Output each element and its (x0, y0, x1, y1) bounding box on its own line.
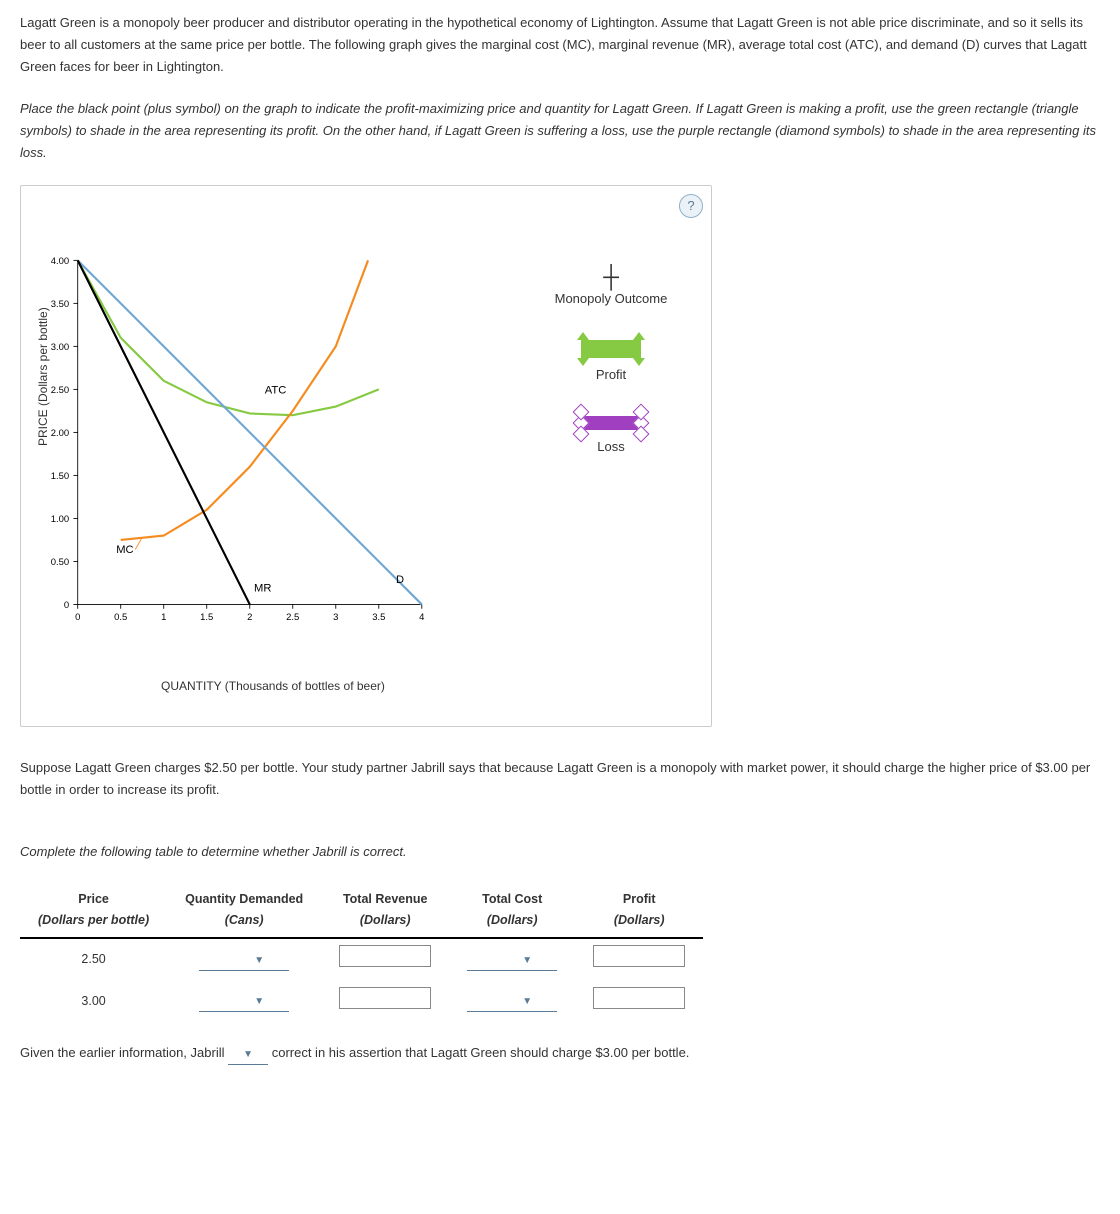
intro-paragraph: Lagatt Green is a monopoly beer producer… (20, 12, 1100, 78)
svg-text:0.50: 0.50 (51, 556, 69, 567)
svg-text:4: 4 (419, 611, 424, 622)
conclusion-pre: Given the earlier information, Jabrill (20, 1045, 228, 1060)
svg-text:MC: MC (116, 543, 133, 555)
table-row: 3.00 ▼ ▼ (20, 981, 703, 1022)
help-button[interactable]: ? (679, 194, 703, 218)
scenario-paragraph: Suppose Lagatt Green charges $2.50 per b… (20, 757, 1100, 801)
table-row: 2.50 ▼ ▼ (20, 938, 703, 980)
price-cell: 2.50 (20, 938, 167, 980)
svg-text:3.00: 3.00 (51, 341, 69, 352)
conclusion-dropdown[interactable]: ▼ (228, 1042, 268, 1065)
svg-text:0: 0 (64, 599, 69, 610)
answer-table: Price(Dollars per bottle)Quantity Demand… (20, 883, 1100, 1022)
legend-profit[interactable]: Profit (531, 340, 691, 386)
svg-text:ATC: ATC (265, 384, 287, 396)
column-header: Total Revenue(Dollars) (321, 883, 449, 939)
legend-label: Loss (531, 436, 691, 458)
conclusion-post: correct in his assertion that Lagatt Gre… (272, 1045, 690, 1060)
legend-label: Profit (531, 364, 691, 386)
total-revenue-input[interactable] (339, 945, 431, 967)
column-header: Profit(Dollars) (575, 883, 703, 939)
svg-text:3.50: 3.50 (51, 298, 69, 309)
svg-text:1.00: 1.00 (51, 513, 69, 524)
price-cell: 3.00 (20, 981, 167, 1022)
svg-text:2.00: 2.00 (51, 427, 69, 438)
svg-text:1.5: 1.5 (200, 611, 213, 622)
svg-text:3.5: 3.5 (372, 611, 385, 622)
column-header: Quantity Demanded(Cans) (167, 883, 321, 939)
profit-input[interactable] (593, 945, 685, 967)
chart-area[interactable]: 0 0.5 1 1.5 2 2.5 3 3.5 4 0 0.50 1.00 1.50 2.00 2.50 3.… (39, 241, 439, 641)
total-revenue-input[interactable] (339, 987, 431, 1009)
total-cost-dropdown[interactable]: ▼ (467, 949, 557, 971)
profit-input[interactable] (593, 987, 685, 1009)
svg-text:1.50: 1.50 (51, 470, 69, 481)
svg-text:2: 2 (247, 611, 252, 622)
svg-text:D: D (396, 573, 404, 585)
profit-swatch (581, 340, 641, 358)
quantity-dropdown[interactable]: ▼ (199, 990, 289, 1012)
legend-loss[interactable]: Loss (531, 416, 691, 458)
graph-panel: ? PRICE (Dollars per bottle) QUANTITY (T… (20, 185, 712, 727)
svg-text:2.5: 2.5 (286, 611, 299, 622)
svg-text:0: 0 (75, 611, 80, 622)
x-axis-title: QUANTITY (Thousands of bottles of beer) (161, 676, 385, 696)
legend: ┼ Monopoly Outcome Profit Loss (531, 266, 691, 488)
svg-text:MR: MR (254, 582, 271, 594)
table-prompt: Complete the following table to determin… (20, 841, 1100, 863)
svg-text:1: 1 (161, 611, 166, 622)
legend-monopoly-outcome[interactable]: ┼ Monopoly Outcome (531, 266, 691, 310)
conclusion-sentence: Given the earlier information, Jabrill ▼… (20, 1042, 1100, 1065)
svg-text:4.00: 4.00 (51, 255, 69, 266)
column-header: Total Cost(Dollars) (449, 883, 575, 939)
loss-swatch (581, 416, 641, 430)
legend-label: Monopoly Outcome (531, 288, 691, 310)
column-header: Price(Dollars per bottle) (20, 883, 167, 939)
svg-text:2.50: 2.50 (51, 384, 69, 395)
plus-icon: ┼ (531, 266, 691, 288)
svg-text:0.5: 0.5 (114, 611, 127, 622)
instruction-paragraph: Place the black point (plus symbol) on t… (20, 98, 1100, 164)
quantity-dropdown[interactable]: ▼ (199, 949, 289, 971)
total-cost-dropdown[interactable]: ▼ (467, 990, 557, 1012)
svg-text:3: 3 (333, 611, 338, 622)
